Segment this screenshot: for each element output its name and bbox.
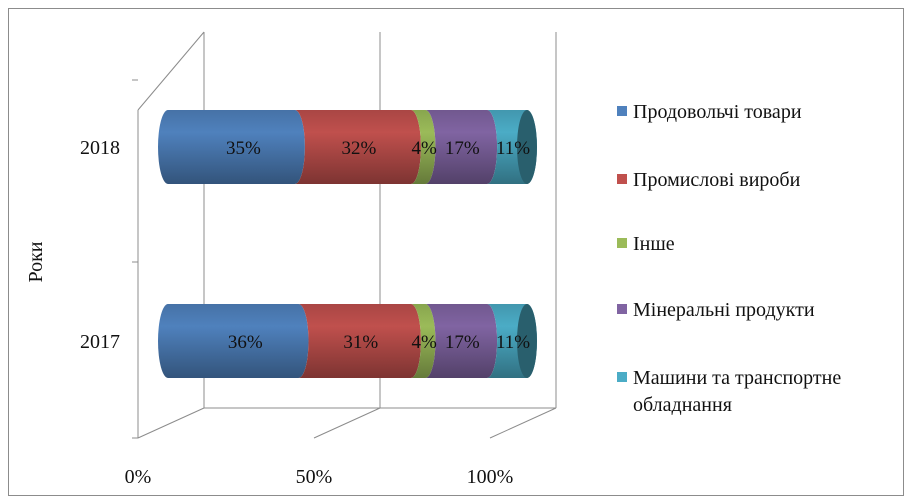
- data-label: 32%: [342, 138, 377, 159]
- data-label: 4%: [412, 332, 438, 353]
- y-tick-label: 2017: [80, 331, 120, 353]
- data-label: 17%: [445, 332, 480, 353]
- bar-segment: [425, 304, 498, 378]
- bar-segment: [425, 110, 498, 184]
- x-tick-label: 50%: [296, 466, 333, 488]
- bar-end-cap: [517, 304, 537, 378]
- gridline-floor: [313, 407, 381, 439]
- data-label: 31%: [343, 332, 378, 353]
- bar-segment: [294, 110, 421, 184]
- bar-segment: [158, 304, 309, 378]
- data-label: 35%: [226, 138, 261, 159]
- y-axis-title: Роки: [25, 241, 47, 282]
- bar-segment: [410, 110, 436, 184]
- legend-swatch: [617, 174, 627, 184]
- legend-label: Машини та транспортне: [633, 367, 841, 389]
- bar-segment: [298, 304, 421, 378]
- legend-label: Продовольчі товари: [633, 101, 802, 123]
- x-tick-label: 0%: [125, 466, 152, 488]
- data-label: 17%: [445, 138, 480, 159]
- data-label: 36%: [228, 332, 263, 353]
- bar-segment: [158, 110, 305, 184]
- data-label: 11%: [496, 138, 530, 159]
- gridline-floor: [489, 407, 557, 439]
- bar-segment: [410, 304, 436, 378]
- data-label: 4%: [412, 138, 438, 159]
- data-label: 11%: [496, 332, 530, 353]
- bar-end-cap: [517, 110, 537, 184]
- legend-swatch: [617, 372, 627, 382]
- x-tick-label: 100%: [467, 466, 514, 488]
- legend-swatch: [617, 304, 627, 314]
- chart-frame: [8, 8, 904, 496]
- legend-label: Інше: [633, 233, 675, 255]
- legend-label-line2: обладнання: [633, 394, 732, 416]
- legend-label: Промислові вироби: [633, 169, 801, 191]
- legend-swatch: [617, 238, 627, 248]
- gridline-floor: [137, 407, 205, 439]
- legend-swatch: [617, 106, 627, 116]
- side-wall-top-edge: [137, 31, 205, 111]
- legend-label: Мінеральні продукти: [633, 299, 815, 321]
- y-tick-label: 2018: [80, 137, 120, 159]
